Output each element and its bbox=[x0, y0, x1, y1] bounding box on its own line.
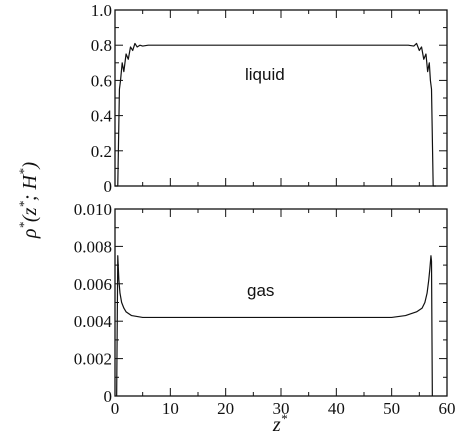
top-y-tick-label: 0.6 bbox=[91, 71, 112, 90]
top-plot-frame bbox=[114, 9, 448, 187]
bottom-y-tick-label: 0.002 bbox=[74, 350, 112, 369]
top-y-tick-label: 0.4 bbox=[91, 107, 113, 126]
bottom-x-tick-label: 30 bbox=[273, 399, 290, 418]
bottom-panel: 0 10 20 30 40 50 60 0 0.002 0.004 0.006 0.008 0.010 bbox=[74, 200, 456, 418]
y-axis-title: ρ*(z*; H*) bbox=[16, 162, 41, 240]
bottom-y-tick-label: 0.004 bbox=[74, 312, 113, 331]
bottom-plot-frame bbox=[114, 208, 448, 397]
bottom-x-tick-label: 10 bbox=[162, 399, 179, 418]
bottom-x-tick-label: 60 bbox=[439, 399, 456, 418]
top-y-tick-label: 1.0 bbox=[91, 1, 112, 20]
bottom-x-tick-label: 40 bbox=[328, 399, 345, 418]
bottom-x-tick-label: 0 bbox=[111, 399, 120, 418]
bottom-annotation: gas bbox=[247, 281, 274, 300]
top-y-tick-label: 0 bbox=[104, 177, 113, 196]
top-density-line bbox=[115, 42, 436, 187]
top-annotation: liquid bbox=[245, 65, 285, 84]
bottom-x-tick-label: 20 bbox=[217, 399, 234, 418]
bottom-x-tick-label: 50 bbox=[383, 399, 400, 418]
bottom-density-line bbox=[116, 255, 433, 397]
bottom-y-tick-label: 0.006 bbox=[74, 275, 112, 294]
bottom-y-tick-label: 0.010 bbox=[74, 200, 112, 219]
bottom-y-tick-label: 0.008 bbox=[74, 237, 112, 256]
bottom-y-tick-label: 0 bbox=[104, 387, 113, 406]
svg-text:ρ*(z*; H*): ρ*(z*; H*) bbox=[16, 162, 41, 240]
top-panel: 0 0.2 0.4 0.6 0.8 1.0 bbox=[91, 1, 448, 196]
top-y-tick-label: 0.8 bbox=[91, 36, 112, 55]
x-axis-title: z* bbox=[272, 411, 288, 436]
top-y-tick-label: 0.2 bbox=[91, 142, 112, 161]
